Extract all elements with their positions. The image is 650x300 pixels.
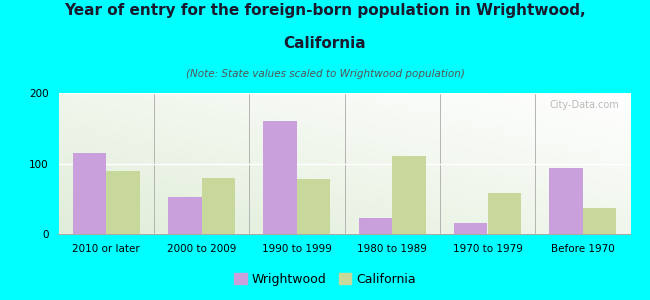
Text: California: California xyxy=(283,36,367,51)
Bar xyxy=(454,224,488,234)
Text: Year of entry for the foreign-born population in Wrightwood,: Year of entry for the foreign-born popul… xyxy=(64,3,586,18)
Bar xyxy=(549,168,583,234)
Bar xyxy=(263,121,297,234)
Legend: Wrightwood, California: Wrightwood, California xyxy=(229,268,421,291)
Bar xyxy=(488,193,521,234)
Bar xyxy=(583,208,616,234)
Bar xyxy=(168,197,202,234)
Bar xyxy=(392,157,426,234)
Bar xyxy=(297,179,330,234)
Bar xyxy=(73,153,106,234)
Text: (Note: State values scaled to Wrightwood population): (Note: State values scaled to Wrightwood… xyxy=(185,69,465,79)
Bar xyxy=(106,170,140,234)
Text: City-Data.com: City-Data.com xyxy=(549,100,619,110)
Bar xyxy=(359,218,392,234)
Bar xyxy=(202,178,235,234)
